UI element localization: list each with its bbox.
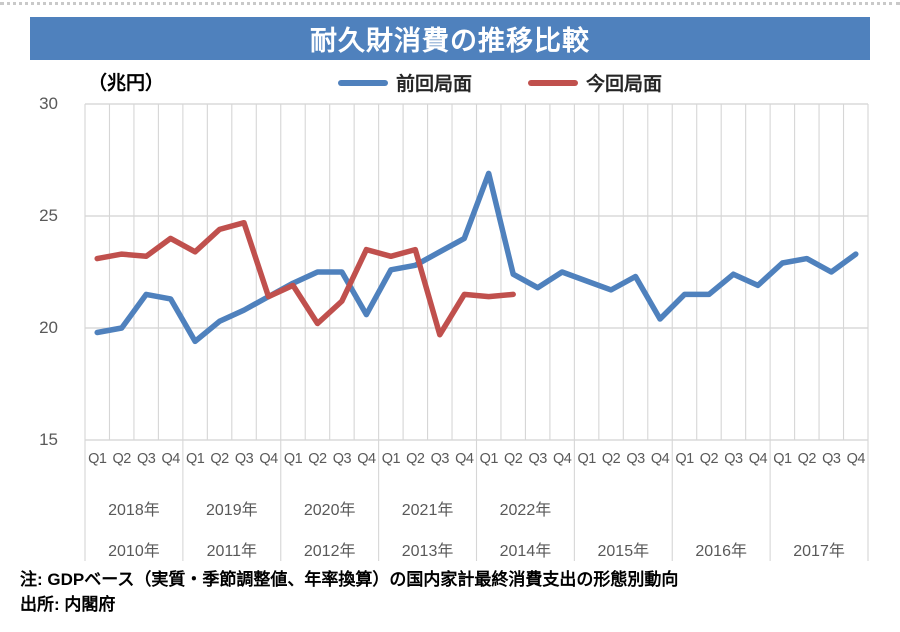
chart-title-bar: 耐久財消費の推移比較 <box>30 17 870 60</box>
x-axis-quarter-label: Q4 <box>650 451 670 467</box>
x-axis-quarter-label: Q3 <box>528 451 548 467</box>
x-axis-quarter-label: Q2 <box>308 451 327 467</box>
x-axis-quarter-label: Q3 <box>430 451 450 467</box>
legend-label-previous-phase: 前回局面 <box>396 74 473 95</box>
top-dotted-rule <box>0 2 900 5</box>
x-axis-year-label-previous-phase: 2011年 <box>206 543 258 560</box>
x-axis-quarter-label: Q3 <box>822 451 841 467</box>
x-axis-quarter-label: Q2 <box>797 451 817 467</box>
legend-marker-current-phase-icon <box>528 79 579 86</box>
y-axis-tick-label: 30 <box>39 94 58 113</box>
x-axis-quarter-label: Q1 <box>479 451 499 467</box>
x-axis-year-label-current-phase: 2020年 <box>303 502 356 519</box>
x-axis-quarter-label: Q2 <box>112 451 132 467</box>
legend: 前回局面 今回局面 <box>338 69 662 96</box>
legend-item-current-phase: 今回局面 <box>528 69 662 96</box>
x-axis-quarter-label: Q4 <box>748 451 768 467</box>
y-axis-unit-label: （兆円） <box>88 73 165 94</box>
x-axis-year-label-current-phase: 2019年 <box>206 502 258 519</box>
x-axis-quarter-label: Q1 <box>675 451 694 467</box>
x-axis-quarter-label: Q2 <box>210 451 229 467</box>
x-axis-quarter-label: Q4 <box>455 451 474 467</box>
note-line: 注: GDPベース（実質・季節調整値、年率換算）の国内家計最終消費支出の形態別動… <box>20 570 679 589</box>
x-axis-quarter-label: Q3 <box>137 451 156 467</box>
x-axis-year-label-previous-phase: 2017年 <box>793 543 845 560</box>
series-line-current-phase <box>94 219 516 338</box>
x-axis-quarter-label: Q3 <box>332 451 352 467</box>
y-axis-tick-label: 15 <box>39 430 58 449</box>
x-axis-year-label-previous-phase: 2016年 <box>695 543 747 560</box>
x-axis-year-label-current-phase: 2022年 <box>499 502 552 519</box>
x-axis-quarter-label: Q2 <box>504 451 523 467</box>
x-axis-quarter-label: Q1 <box>88 451 107 467</box>
x-axis-year-label-previous-phase: 2012年 <box>303 543 356 560</box>
x-axis-quarter-label: Q1 <box>283 451 303 467</box>
x-axis-quarter-label: Q3 <box>724 451 743 467</box>
legend-label-current-phase: 今回局面 <box>586 74 663 95</box>
legend-item-previous-phase: 前回局面 <box>338 69 472 96</box>
y-axis-tick-label: 25 <box>39 206 58 225</box>
x-axis-quarter-label: Q4 <box>846 451 866 467</box>
x-axis-quarter-label: Q4 <box>161 451 180 467</box>
x-axis-quarter-label: Q1 <box>185 451 205 467</box>
x-axis-year-label-current-phase: 2018年 <box>108 502 160 519</box>
legend-marker-previous-phase-icon <box>338 79 388 86</box>
x-axis-quarter-label: Q1 <box>773 451 792 467</box>
series-line-previous-phase <box>94 170 859 345</box>
x-axis-quarter-label: Q2 <box>406 451 425 467</box>
y-axis-tick-label: 20 <box>39 318 58 337</box>
x-axis-quarter-label: Q4 <box>259 451 278 467</box>
x-axis-year-label-previous-phase: 2014年 <box>499 543 552 560</box>
x-axis-quarter-label: Q4 <box>357 451 376 467</box>
x-axis-year-label-previous-phase: 2013年 <box>401 543 454 560</box>
x-axis-year-label-previous-phase: 2015年 <box>597 543 650 560</box>
x-axis-quarter-label: Q1 <box>381 451 401 467</box>
x-axis-quarter-label: Q4 <box>552 451 572 467</box>
x-axis-year-label-current-phase: 2021年 <box>401 502 454 519</box>
x-axis-quarter-label: Q1 <box>577 451 596 467</box>
x-axis-quarter-label: Q2 <box>601 451 621 467</box>
x-axis-year-label-previous-phase: 2010年 <box>108 543 160 560</box>
source-line: 出所: 内閣府 <box>20 595 116 614</box>
chart-title: 耐久財消費の推移比較 <box>310 26 590 56</box>
x-axis-quarter-label: Q3 <box>234 451 254 467</box>
x-axis-quarter-label: Q2 <box>699 451 719 467</box>
x-axis-quarter-label: Q3 <box>626 451 645 467</box>
